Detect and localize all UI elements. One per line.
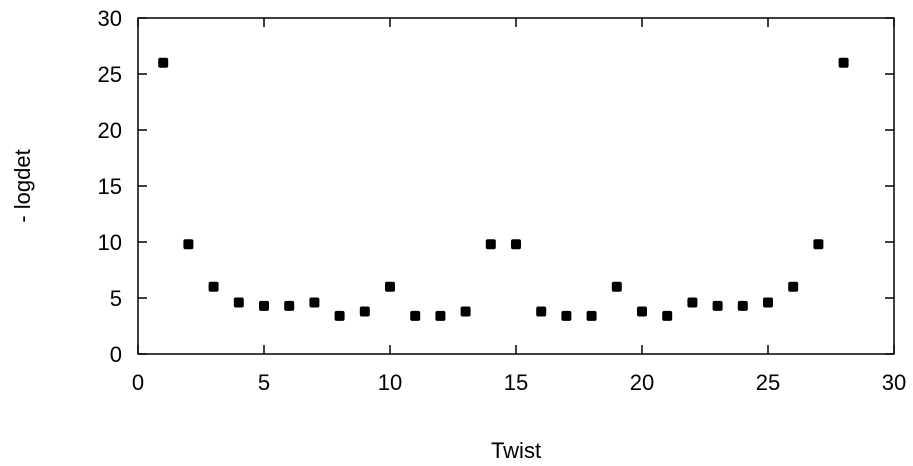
data-point [233,297,244,308]
data-point [460,306,471,317]
data-point [485,239,496,250]
data-point [637,306,647,317]
x-tick-label: 10 [378,370,402,395]
x-axis-label: Twist [491,438,541,463]
data-point [712,300,723,311]
x-tick-label: 0 [132,370,144,395]
y-tick-label: 5 [110,286,122,311]
data-point [183,239,194,250]
data-point [309,297,320,308]
y-tick-label: 10 [98,230,122,255]
data-point [410,310,421,321]
data-point [813,239,824,250]
plot-frame [137,17,895,355]
data-point [284,300,295,311]
data-point [763,297,773,308]
data-point [561,310,572,321]
data-point [208,281,219,292]
x-tick-label: 25 [756,370,780,395]
data-point [536,306,547,317]
data-point [788,281,799,292]
data-point [334,310,345,321]
data-point [687,297,698,308]
data-point [435,310,446,321]
x-tick-label: 15 [504,370,528,395]
y-tick-label: 30 [98,6,122,31]
x-axis: 0 5 10 15 20 25 30 [132,18,906,395]
data-point [611,281,622,292]
data-point [385,281,395,292]
data-point [158,57,169,68]
data-point [259,300,269,311]
data-point [511,239,521,250]
data-point [737,300,748,311]
y-tick-label: 25 [98,62,122,87]
y-axis-label: - logdet [10,149,35,222]
y-axis: 0 5 10 15 20 25 30 [98,6,894,367]
data-point [838,57,849,68]
data-point [586,310,597,321]
x-tick-label: 20 [630,370,654,395]
data-points [158,57,849,321]
data-point [662,310,673,321]
y-tick-label: 20 [98,118,122,143]
y-tick-label: 0 [110,342,122,367]
x-tick-label: 30 [882,370,906,395]
x-tick-label: 5 [258,370,270,395]
data-point [359,306,370,317]
y-tick-label: 15 [98,174,122,199]
